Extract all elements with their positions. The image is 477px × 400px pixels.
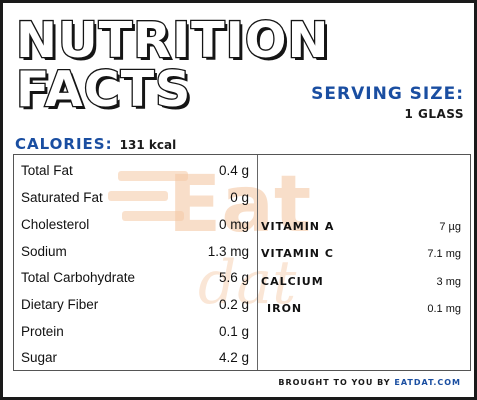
nutrient-value: 0.2 g xyxy=(218,297,249,312)
nutrient-value: 0.1 g xyxy=(218,324,249,339)
credit-brand-link[interactable]: EATDAT.COM xyxy=(394,378,461,387)
vitamin-name: IRON xyxy=(267,302,303,315)
vitamin-value: 3 mg xyxy=(436,276,461,288)
nutrient-row-protein: Protein 0.1 g xyxy=(21,320,249,346)
calories-label: CALORIES: xyxy=(15,135,113,153)
nutrient-name: Cholesterol xyxy=(21,217,90,232)
calories-value: 131 kcal xyxy=(119,138,177,152)
nutrient-row-cholesterol: Cholesterol 0 mg xyxy=(21,213,249,239)
nutrient-name: Total Carbohydrate xyxy=(21,270,136,285)
serving-size-value: 1 GLASS xyxy=(404,107,464,121)
page-title-line-2: FACTS xyxy=(15,61,192,118)
vitamin-row-vitamin-c: VITAMIN C 7.1 mg xyxy=(261,242,461,268)
credit-prefix: BROUGHT TO YOU BY xyxy=(278,378,391,387)
calories-row: CALORIES: 131 kcal xyxy=(15,134,176,153)
nutrient-name: Protein xyxy=(21,324,64,339)
nutrient-table: Total Fat 0.4 g Saturated Fat 0 g Choles… xyxy=(13,154,471,371)
vitamin-value: 0.1 mg xyxy=(427,303,461,315)
nutrient-value: 5.6 g xyxy=(218,270,249,285)
nutrient-name: Sugar xyxy=(21,350,58,365)
nutrient-value: 0 g xyxy=(230,190,249,205)
nutrient-row-total-fat: Total Fat 0.4 g xyxy=(21,159,249,185)
nutrient-name: Total Fat xyxy=(21,163,73,178)
nutrient-row-sugar: Sugar 4.2 g xyxy=(21,346,249,372)
nutrient-value: 4.2 g xyxy=(218,350,249,365)
nutrient-row-sodium: Sodium 1.3 mg xyxy=(21,240,249,266)
credit-line: BROUGHT TO YOU BY EATDAT.COM xyxy=(278,378,461,387)
nutrient-name: Sodium xyxy=(21,244,67,259)
nutrient-value: 0.4 g xyxy=(218,163,249,178)
nutrient-row-saturated-fat: Saturated Fat 0 g xyxy=(21,186,249,212)
page-title-line-1: NUTRITION xyxy=(15,12,330,69)
vitamin-value: 7.1 mg xyxy=(427,248,461,260)
vitamin-name: CALCIUM xyxy=(261,275,324,288)
column-divider xyxy=(257,155,258,370)
vitamin-value: 7 µg xyxy=(439,221,461,233)
serving-size-label: SERVING SIZE: xyxy=(311,84,464,104)
vitamin-row-iron: IRON 0.1 mg xyxy=(261,297,461,323)
nutrient-name: Saturated Fat xyxy=(21,190,103,205)
nutrient-row-total-carbohydrate: Total Carbohydrate 5.6 g xyxy=(21,266,249,292)
vitamin-name: VITAMIN C xyxy=(261,247,334,260)
nutrient-name: Dietary Fiber xyxy=(21,297,99,312)
nutrient-value: 0 mg xyxy=(218,217,249,232)
nutrient-value: 1.3 mg xyxy=(207,244,249,259)
vitamin-row-calcium: CALCIUM 3 mg xyxy=(261,270,461,296)
vitamin-name: VITAMIN A xyxy=(261,220,335,233)
vitamin-row-vitamin-a: VITAMIN A 7 µg xyxy=(261,215,461,241)
nutrient-row-dietary-fiber: Dietary Fiber 0.2 g xyxy=(21,293,249,319)
